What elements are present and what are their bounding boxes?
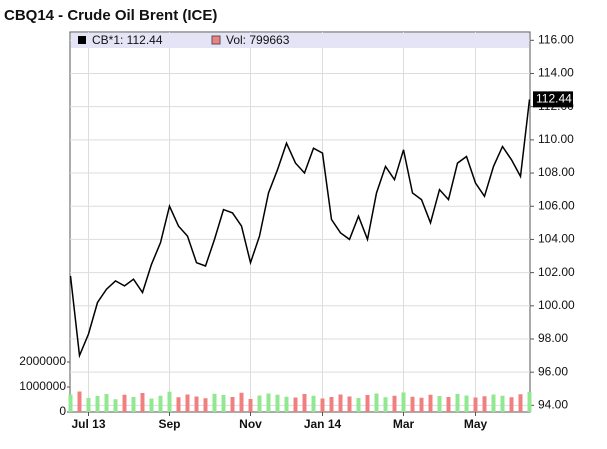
volume-bar xyxy=(77,391,82,412)
volume-bar xyxy=(167,391,172,412)
volume-bar xyxy=(68,394,73,412)
y-tick-label: 94.00 xyxy=(538,398,568,412)
volume-bar xyxy=(239,392,244,412)
plot-area xyxy=(69,31,531,413)
legend-swatch xyxy=(78,36,86,44)
volume-bar xyxy=(374,393,379,412)
volume-bar xyxy=(428,394,433,412)
x-tick-label: Jan 14 xyxy=(304,417,342,431)
volume-bar xyxy=(122,394,127,412)
x-tick-label: Jul 13 xyxy=(71,417,105,431)
y-tick-label: 96.00 xyxy=(538,364,568,378)
last-price-label: 112.44 xyxy=(536,92,572,106)
volume-bar xyxy=(401,392,406,412)
volume-bar xyxy=(482,396,487,412)
volume-bar xyxy=(176,397,181,412)
legend-band xyxy=(71,33,529,48)
volume-bar xyxy=(437,396,442,412)
volume-bar xyxy=(266,393,271,412)
volume-bar xyxy=(464,395,469,412)
volume-bar xyxy=(500,395,505,412)
volume-bar xyxy=(248,399,253,412)
volume-bar xyxy=(311,395,316,412)
x-tick-label: Sep xyxy=(158,417,180,431)
volume-bar xyxy=(284,396,289,412)
volume-bar xyxy=(203,398,208,412)
y-tick-label: 116.00 xyxy=(538,32,574,46)
y-tick-label: 114.00 xyxy=(538,66,574,80)
y-tick-label: 98.00 xyxy=(538,331,568,345)
volume-bar xyxy=(95,396,100,412)
legend-entry: CB*1: 112.44 xyxy=(92,33,163,47)
volume-bar xyxy=(104,394,109,412)
volume-bar xyxy=(113,399,118,412)
y-tick-label: 104.00 xyxy=(538,232,575,246)
volume-bar xyxy=(356,398,361,412)
volume-bar xyxy=(320,398,325,412)
y-tick-label: 106.00 xyxy=(538,198,575,212)
volume-bar xyxy=(302,394,307,412)
volume-bar xyxy=(509,397,514,412)
volume-bar xyxy=(257,395,262,412)
volume-bar xyxy=(275,394,280,412)
x-tick-label: Mar xyxy=(393,417,415,431)
volume-bar xyxy=(518,394,523,412)
legend-swatch xyxy=(211,35,221,45)
volume-bar xyxy=(140,393,145,412)
y-tick-label: 108.00 xyxy=(538,165,575,179)
y2-tick-label: 0 xyxy=(59,404,66,418)
volume-bar xyxy=(491,394,496,412)
volume-bar xyxy=(455,394,460,412)
x-tick-label: May xyxy=(464,417,488,431)
volume-bar xyxy=(419,397,424,412)
volume-bar xyxy=(221,395,226,412)
chart-title: CBQ14 - Crude Oil Brent (ICE) xyxy=(4,7,217,24)
volume-bar xyxy=(230,397,235,412)
volume-bar xyxy=(527,392,532,412)
volume-bar xyxy=(149,398,154,412)
last-price-box xyxy=(533,91,573,108)
volume-bar xyxy=(446,397,451,412)
y-tick-label: 110.00 xyxy=(538,132,574,146)
price-line xyxy=(69,99,531,359)
volume-bar xyxy=(185,394,190,412)
volume-bar xyxy=(329,397,334,412)
volume-bar xyxy=(383,397,388,412)
volume-bar xyxy=(86,398,91,412)
legend-entry: Vol: 799663 xyxy=(226,33,290,47)
y-tick-label: 102.00 xyxy=(538,265,575,279)
volume-bar xyxy=(158,395,163,412)
volume-bar xyxy=(347,396,352,412)
y2-tick-label: 1000000 xyxy=(19,379,66,393)
volume-bar xyxy=(338,394,343,412)
volume-bar xyxy=(392,395,397,412)
volume-bar xyxy=(473,397,478,412)
volume-bar xyxy=(194,396,199,412)
y2-tick-label: 2000000 xyxy=(19,354,66,368)
volume-bar xyxy=(293,397,298,412)
x-tick-label: Nov xyxy=(239,417,262,431)
volume-bar xyxy=(212,393,217,412)
volume-bar xyxy=(131,397,136,412)
volume-bar xyxy=(365,395,370,412)
volume-bar xyxy=(410,396,415,412)
y-tick-label: 100.00 xyxy=(538,298,575,312)
